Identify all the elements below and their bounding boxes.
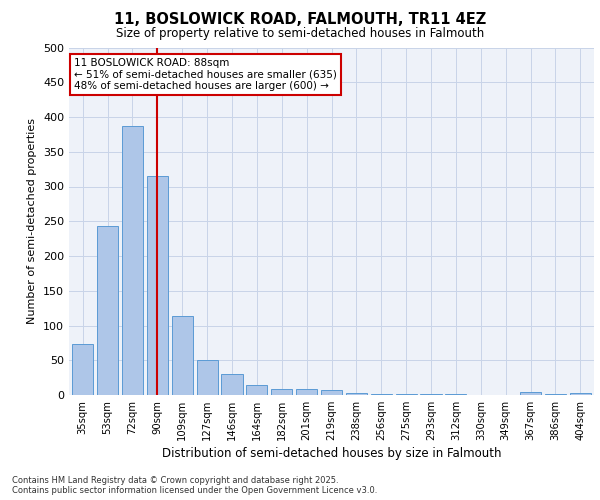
Text: 11 BOSLOWICK ROAD: 88sqm
← 51% of semi-detached houses are smaller (635)
48% of : 11 BOSLOWICK ROAD: 88sqm ← 51% of semi-d… bbox=[74, 58, 337, 91]
Bar bbox=[395, 394, 417, 395]
Bar bbox=[197, 360, 218, 395]
Bar bbox=[97, 226, 118, 395]
Bar bbox=[545, 394, 566, 395]
Bar bbox=[172, 316, 193, 395]
Text: Size of property relative to semi-detached houses in Falmouth: Size of property relative to semi-detach… bbox=[116, 28, 484, 40]
Text: 11, BOSLOWICK ROAD, FALMOUTH, TR11 4EZ: 11, BOSLOWICK ROAD, FALMOUTH, TR11 4EZ bbox=[114, 12, 486, 28]
Bar bbox=[246, 384, 268, 395]
Bar bbox=[570, 393, 591, 395]
Bar bbox=[321, 390, 342, 395]
Bar bbox=[72, 344, 93, 395]
X-axis label: Distribution of semi-detached houses by size in Falmouth: Distribution of semi-detached houses by … bbox=[162, 447, 501, 460]
Bar bbox=[346, 393, 367, 395]
Bar bbox=[271, 390, 292, 395]
Y-axis label: Number of semi-detached properties: Number of semi-detached properties bbox=[28, 118, 37, 324]
Bar bbox=[147, 176, 168, 395]
Bar bbox=[296, 390, 317, 395]
Bar bbox=[520, 392, 541, 395]
Bar bbox=[122, 126, 143, 395]
Bar bbox=[221, 374, 242, 395]
Bar bbox=[445, 394, 466, 395]
Bar bbox=[421, 394, 442, 395]
Bar bbox=[371, 394, 392, 395]
Text: Contains HM Land Registry data © Crown copyright and database right 2025.
Contai: Contains HM Land Registry data © Crown c… bbox=[12, 476, 377, 495]
